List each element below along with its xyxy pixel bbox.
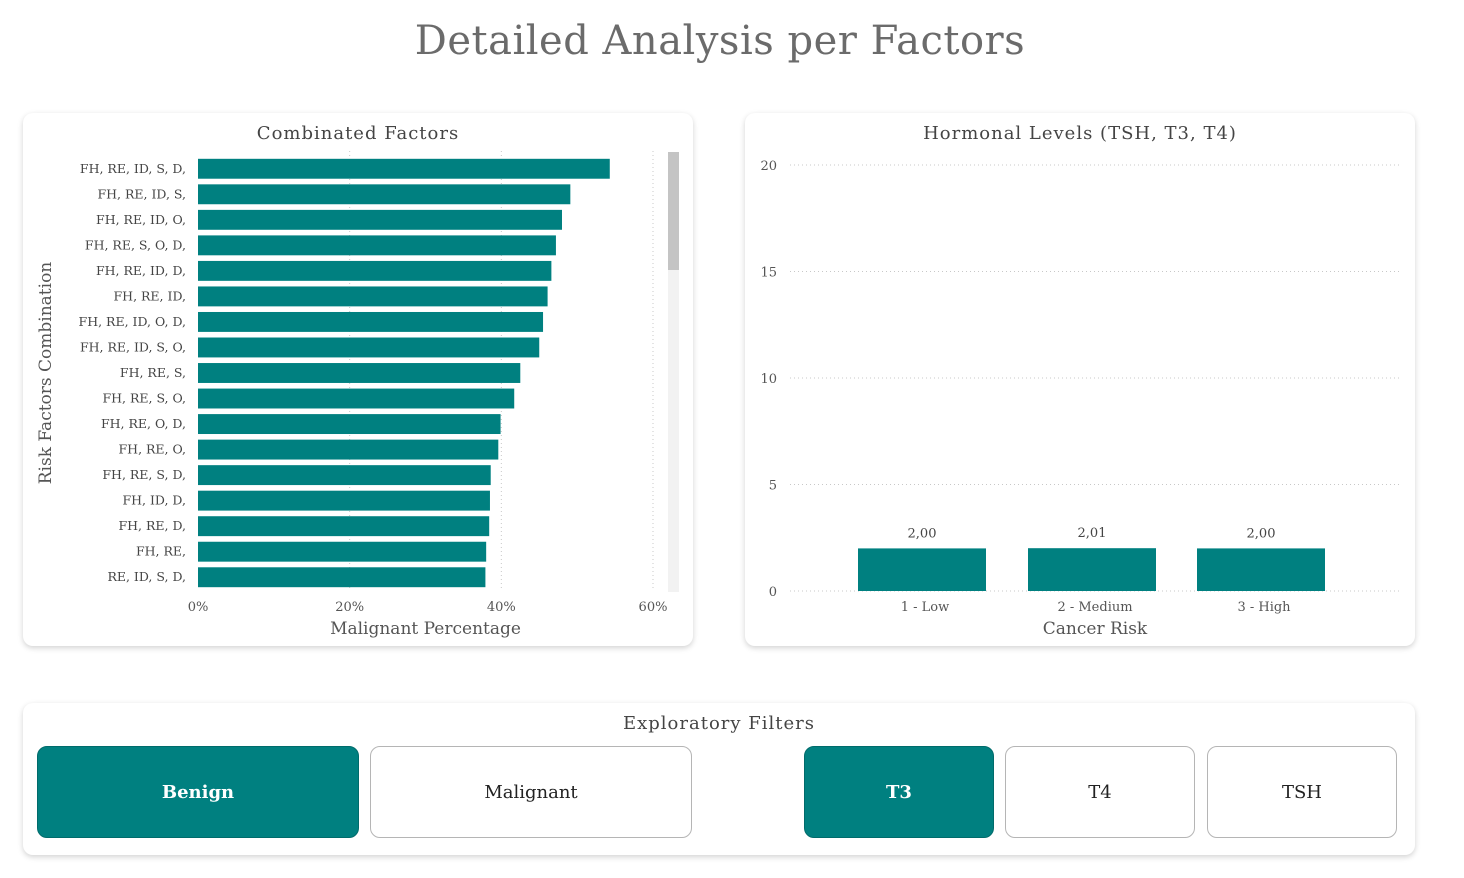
hormonal-levels-title: Hormonal Levels (TSH, T3, T4) xyxy=(923,123,1237,144)
y-tick-label: 0 xyxy=(769,585,777,600)
combined-factors-chart: FH, RE, ID, S, D, FH, RE, ID, S, FH, RE, I… xyxy=(36,151,679,639)
bar xyxy=(198,286,548,307)
bar xyxy=(198,260,552,281)
bar xyxy=(1197,548,1325,591)
bar xyxy=(198,388,515,409)
bar xyxy=(1028,548,1156,591)
bar xyxy=(198,541,487,562)
scrollbar-thumb[interactable] xyxy=(668,152,679,270)
category-label: FH, ID, D, xyxy=(122,493,186,508)
data-label: 2,00 xyxy=(908,526,937,541)
category-label: FH, RE, O, D, xyxy=(101,416,186,431)
hormonal-levels-chart: 0 5 10 15 20 2,00 1 - Low 2,01 2 - Medium 2,00 3 -… xyxy=(760,159,1400,639)
x-tick-label: 3 - High xyxy=(1237,600,1291,615)
filter-t4-button[interactable]: T4 xyxy=(1005,746,1195,838)
exploratory-filters-card: Exploratory Filters Benign Malignant T3 … xyxy=(23,703,1415,855)
data-label: 2,01 xyxy=(1078,526,1107,541)
y-tick-label: 5 xyxy=(769,479,777,494)
exploratory-filters-title: Exploratory Filters xyxy=(622,713,816,734)
x-tick-label: 20% xyxy=(335,600,364,615)
filter-malignant-button[interactable]: Malignant xyxy=(370,746,692,838)
category-label: FH, RE, S, D, xyxy=(102,467,186,482)
bar xyxy=(198,209,562,230)
x-tick-label: 1 - Low xyxy=(901,600,950,615)
category-label: FH, RE, ID, S, D, xyxy=(80,161,186,176)
category-label: FH, RE, S, xyxy=(120,365,186,380)
category-label: FH, RE, O, xyxy=(119,442,187,457)
y-axis-title: Risk Factors Combination xyxy=(36,262,56,485)
category-label: FH, RE, xyxy=(136,544,186,559)
bar xyxy=(198,184,571,205)
filter-t3-button[interactable]: T3 xyxy=(804,746,994,838)
category-label: FH, RE, ID, S, xyxy=(97,186,186,201)
category-label: FH, RE, ID, xyxy=(114,288,187,303)
combined-factors-title: Combinated Factors xyxy=(256,123,460,144)
combined-factors-card: Combinated Factors FH, RE, ID, S, D, FH, … xyxy=(23,113,693,646)
bar xyxy=(198,414,501,435)
x-axis-title: Cancer Risk xyxy=(1043,619,1148,639)
category-label: FH, RE, ID, D, xyxy=(96,263,186,278)
x-tick-label: 2 - Medium xyxy=(1057,600,1132,615)
y-tick-label: 15 xyxy=(760,266,777,281)
category-label: FH, RE, D, xyxy=(118,518,186,533)
hormonal-levels-card: Hormonal Levels (TSH, T3, T4) 0 5 10 15 20 2,… xyxy=(745,113,1415,646)
category-label: FH, RE, ID, S, O, xyxy=(80,339,186,354)
x-tick-label: 0% xyxy=(188,600,209,615)
x-axis-title: Malignant Percentage xyxy=(330,619,521,639)
bar xyxy=(198,311,544,332)
bar xyxy=(198,363,521,383)
bar xyxy=(198,439,499,460)
x-tick-label: 40% xyxy=(487,600,516,615)
bar xyxy=(198,465,491,486)
bar xyxy=(198,158,610,179)
category-label: FH, RE, S, O, D, xyxy=(85,237,186,252)
y-tick-label: 10 xyxy=(760,372,777,387)
scrollbar-track xyxy=(668,152,679,592)
bar xyxy=(198,516,490,537)
page-title: Detailed Analysis per Factors xyxy=(414,18,1026,64)
category-label: RE, ID, S, D, xyxy=(107,569,186,584)
x-tick-label: 60% xyxy=(639,600,668,615)
filter-benign-button[interactable]: Benign xyxy=(37,746,359,838)
category-label: FH, RE, ID, O, D, xyxy=(79,314,186,329)
y-tick-label: 20 xyxy=(760,159,777,174)
category-label: FH, RE, ID, O, xyxy=(96,212,186,227)
category-label: FH, RE, S, O, xyxy=(102,391,186,406)
bar xyxy=(198,490,490,511)
bar xyxy=(198,337,540,358)
bar xyxy=(858,548,986,591)
bar xyxy=(198,567,486,588)
filter-tsh-button[interactable]: TSH xyxy=(1207,746,1397,838)
bar xyxy=(198,235,556,256)
data-label: 2,00 xyxy=(1247,526,1276,541)
